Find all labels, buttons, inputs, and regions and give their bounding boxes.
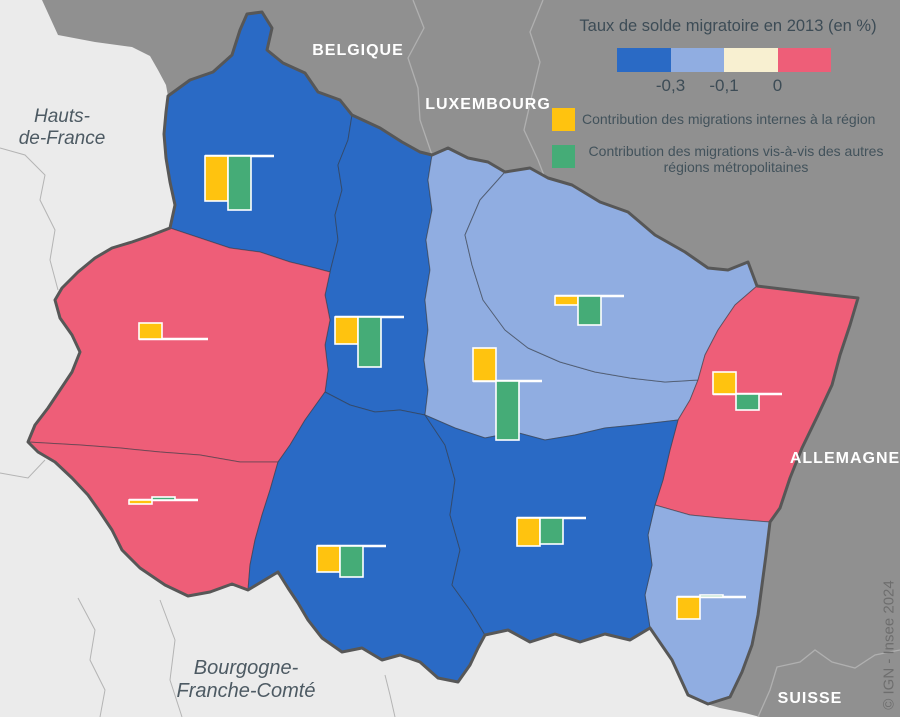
internal-contribution-bar bbox=[204, 155, 229, 202]
france-outside-region bbox=[0, 0, 760, 717]
department-meuse bbox=[324, 114, 433, 416]
migration-bars-aube bbox=[128, 496, 198, 505]
migration-bars-meuse bbox=[334, 315, 404, 368]
france-internal-borders bbox=[0, 147, 396, 717]
migration-bars-haute-marne bbox=[316, 544, 386, 578]
grand-est-outer-border bbox=[26, 10, 860, 706]
internal-migration-label: Contribution des migrations internes à l… bbox=[582, 111, 876, 127]
region-label-bourgogne-franche-comte: Bourgogne- Franche-Comté bbox=[177, 657, 316, 703]
region-label-line: Franche-Comté bbox=[176, 680, 316, 702]
scale-segment bbox=[670, 48, 724, 72]
country-label-suisse: SUISSE bbox=[777, 690, 843, 707]
migration-bars-haut-rhin bbox=[676, 594, 746, 620]
region-label-line: Bourgogne- bbox=[193, 657, 299, 679]
internal-contribution-bar bbox=[516, 517, 541, 547]
internal-contribution-bar bbox=[676, 596, 701, 620]
external-contribution-bar bbox=[577, 295, 602, 326]
internal-contribution-bar bbox=[334, 316, 359, 345]
grand-est-departments bbox=[27, 11, 859, 705]
external-contribution-bar bbox=[227, 155, 252, 211]
external-migration-label-line1: Contribution des migrations vis-à-vis de… bbox=[588, 143, 884, 159]
country-label-allemagne: ALLEMAGNE bbox=[789, 450, 900, 467]
legend-title: Taux de solde migratoire en 2013 (en %) bbox=[579, 17, 877, 35]
region-label-line: de-France bbox=[18, 128, 106, 149]
luxembourg-germany-border bbox=[523, 0, 546, 179]
external-migration-label: Contribution des migrations vis-à-vis de… bbox=[580, 143, 892, 175]
internal-contribution-bar bbox=[472, 347, 497, 382]
foreign-country-borders bbox=[407, 0, 900, 717]
external-contribution-bar bbox=[495, 380, 520, 441]
internal-contribution-bar bbox=[554, 295, 579, 306]
internal-contribution-bar bbox=[138, 322, 163, 340]
internal-contribution-bar bbox=[712, 371, 737, 395]
internal-contribution-bar bbox=[128, 499, 153, 505]
external-contribution-bar bbox=[151, 496, 176, 501]
scale-tick-label: -0,1 bbox=[709, 76, 739, 95]
color-scale-bar bbox=[617, 48, 831, 72]
migration-bars-marne bbox=[138, 322, 208, 341]
scale-tick-label: -0,3 bbox=[655, 76, 686, 95]
external-contribution-bar bbox=[339, 545, 364, 578]
internal-migration-swatch bbox=[552, 108, 575, 131]
scale-segment bbox=[724, 48, 778, 72]
scale-tick-label: 0 bbox=[772, 76, 783, 95]
region-label-hauts-de-france: Hauts- de-France bbox=[19, 106, 106, 150]
belgium-luxembourg-border bbox=[407, 0, 433, 156]
external-migration-label-line2: régions métropolitaines bbox=[663, 158, 809, 175]
external-contribution-bar bbox=[699, 594, 724, 598]
region-label-line: Hauts- bbox=[34, 106, 90, 127]
country-label-luxembourg: LUXEMBOURG bbox=[425, 96, 551, 113]
migration-contribution-bars bbox=[128, 154, 782, 620]
migration-bars-vosges bbox=[516, 516, 586, 547]
copyright-credit: © IGN - Insee 2024 bbox=[880, 580, 898, 710]
migration-bars-moselle bbox=[554, 294, 624, 326]
external-contribution-bar bbox=[735, 393, 760, 411]
germany-switzerland-border bbox=[757, 649, 900, 717]
external-contribution-bar bbox=[357, 316, 382, 368]
migration-bars-ardennes bbox=[204, 154, 274, 211]
external-contribution-bar bbox=[539, 517, 564, 545]
internal-contribution-bar bbox=[316, 545, 341, 573]
migration-bars-meurthe-et-moselle bbox=[472, 347, 542, 441]
color-scale-ticks: -0,3 -0,1 0 bbox=[617, 76, 831, 95]
external-migration-swatch bbox=[552, 145, 575, 168]
country-label-belgique: BELGIQUE bbox=[312, 42, 404, 59]
scale-segment bbox=[617, 48, 671, 72]
migration-bars-bas-rhin bbox=[712, 371, 782, 411]
scale-segment bbox=[777, 48, 831, 72]
